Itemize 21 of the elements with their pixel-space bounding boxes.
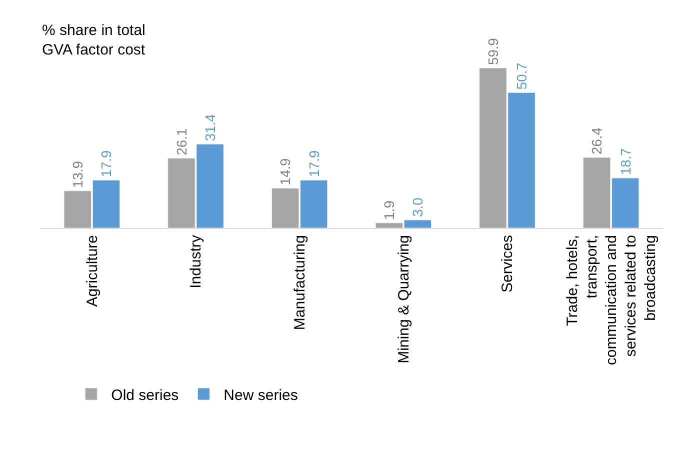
data-label: 26.4 xyxy=(588,127,605,154)
x-tick-label: Services xyxy=(499,235,516,293)
data-label: 3.0 xyxy=(410,197,426,217)
data-label: 59.9 xyxy=(484,38,501,65)
x-tick-label: Trade, hotels, transport, communication and services related to broadcasting xyxy=(564,235,659,366)
data-label: 26.1 xyxy=(173,128,190,156)
data-label: 17.9 xyxy=(306,150,322,178)
legend-label: New series xyxy=(224,386,298,404)
data-label: 14.9 xyxy=(277,158,294,186)
chart-title: % share in total GVA factor cost xyxy=(42,22,146,58)
data-label: 31.4 xyxy=(202,114,218,142)
data-label: 17.9 xyxy=(98,150,114,178)
legend-label: Old series xyxy=(111,386,179,404)
x-tick-label: Mining & Quarrying xyxy=(395,235,412,364)
data-label: 1.9 xyxy=(381,200,398,220)
data-label: 18.7 xyxy=(617,148,634,176)
x-tick-label: Agriculture xyxy=(84,235,101,307)
data-label: 13.9 xyxy=(70,160,86,188)
data-label: 50.7 xyxy=(513,62,530,90)
x-tick-label: Manufacturing xyxy=(291,235,308,330)
x-tick-label: Industry xyxy=(188,234,205,288)
